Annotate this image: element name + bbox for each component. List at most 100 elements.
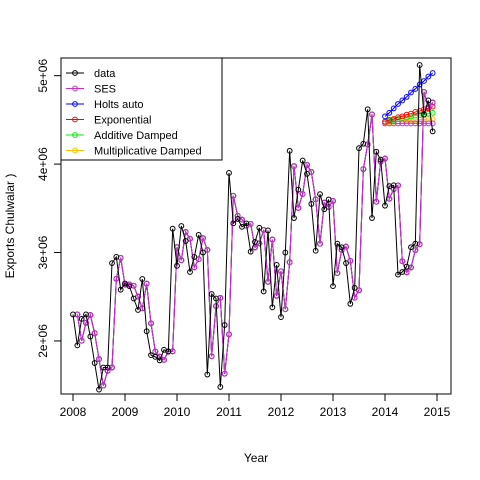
series-data [70,62,436,393]
x-axis: 2008 2009 2010 2011 2012 2013 2014 2015 [60,393,451,419]
data-point [217,384,224,390]
data-point [109,260,115,267]
series-forecast-line [384,72,433,117]
legend-swatch-marker [72,116,78,123]
data-point [399,269,406,275]
forecast-point [429,70,436,76]
data-point [169,225,176,232]
data-point [429,128,436,135]
forecast-point [421,78,427,84]
data-point [152,353,159,360]
x-tick-label: 2009 [112,405,139,419]
data-point [360,140,367,147]
forecast-point [395,101,401,107]
data-point [308,200,315,207]
fitted-point [369,111,375,118]
fitted-point [100,382,107,389]
data-point [256,224,263,231]
y-tick-label: 5e+06 [36,59,50,93]
fitted-point [312,196,319,203]
data-point [91,360,98,366]
fitted-point [291,163,297,169]
legend-label: Multiplicative Damped [94,146,202,158]
fitted-point [178,257,185,264]
fitted-point [399,258,406,265]
data-point [200,249,206,256]
data-point [382,202,388,209]
data-point [317,191,323,198]
fitted-point [334,270,341,277]
fitted-point [83,319,89,326]
fitted-point [148,320,154,327]
data-point [187,269,193,275]
data-point [174,262,180,269]
data-point [278,314,284,320]
fitted-point [282,306,289,313]
data-point [347,300,354,307]
data-point [83,311,89,318]
data-point [377,156,384,163]
data-point [273,262,280,268]
data-point [178,223,185,229]
data-point [213,295,219,302]
fitted-point [286,259,293,266]
fitted-point [78,337,85,344]
fitted-point [226,331,232,338]
data-point [260,288,267,295]
fitted-point [96,356,102,362]
data-point [208,291,215,297]
fitted-point [360,166,367,173]
fitted-point [187,235,193,242]
data-point [395,271,401,278]
data-point [269,304,276,311]
series-fitted-line [76,91,434,386]
legend-label: data [94,68,116,80]
data-point [234,216,241,222]
x-axis-title: Year [244,451,268,465]
data-point [195,231,202,238]
fitted-point [191,264,198,271]
data-point [403,263,410,270]
data-point [130,295,137,302]
data-point [334,240,341,247]
forecast-point [390,105,397,112]
legend-swatch-marker [72,70,78,76]
forecast-point [386,109,393,116]
data-point [221,322,228,328]
legend-swatch-marker [72,147,78,154]
data-point [390,182,397,189]
data-point [230,220,237,227]
x-tick-label: 2010 [164,405,191,419]
fitted-point [234,212,241,219]
forecast-point [425,73,432,80]
data-point [356,145,362,152]
data-point [364,106,371,113]
forecast-point [408,89,414,96]
legend-item: Holts auto [66,99,144,111]
fitted-point [204,246,211,253]
legend: data SES Holts auto Exponential Additive Dam… [60,57,223,161]
fitted-point [200,235,206,242]
legend-item: Additive Damped [66,130,178,142]
data-point [191,254,198,260]
data-point [330,283,336,290]
legend-swatch-marker [72,132,78,138]
y-axis: 2e+06 3e+06 4e+06 5e+06 [36,59,61,358]
data-point [369,215,375,221]
fitted-point [373,198,380,205]
fitted-point [356,287,362,294]
data-point [87,333,94,340]
y-axis-title: Exports Chulwalar ) [3,174,17,279]
data-point [226,170,232,176]
data-point [204,371,211,378]
y-tick-label: 3e+06 [36,235,50,269]
data-point [425,97,432,104]
data-point [291,215,297,221]
forecast-point [412,86,419,92]
legend-item: Exponential [66,115,152,127]
data-point [126,283,133,290]
data-point [312,247,319,254]
legend-label: Additive Damped [94,130,178,142]
data-point [343,260,349,267]
